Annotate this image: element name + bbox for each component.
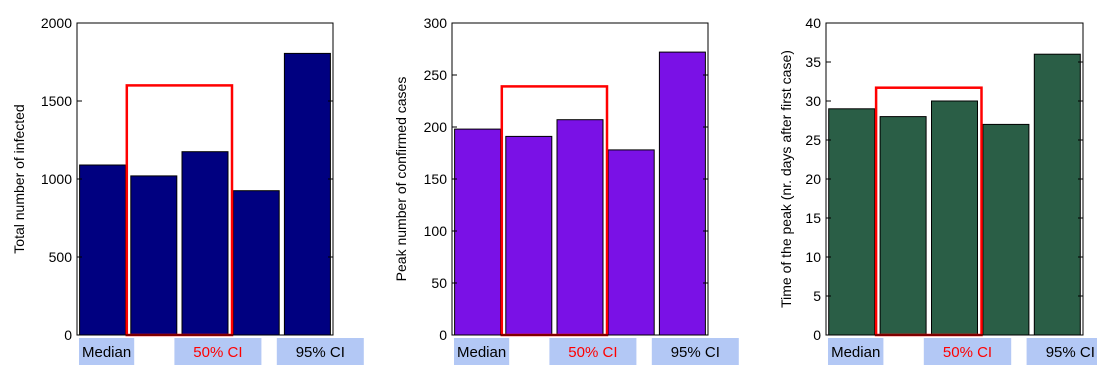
group-label-box [651,338,739,365]
bar [181,151,229,336]
y-tick-label: 15 [805,210,821,226]
y-tick-label: 30 [805,93,821,109]
group-label: Median [82,344,131,361]
group-label: 95% CI [671,344,720,361]
y-axis-label: Time of the peak (nr. days after first c… [778,50,794,308]
y-tick-label: 5 [813,288,821,304]
y-tick-label: 35 [805,54,821,70]
bar [828,108,876,336]
group-label: 95% CI [1046,344,1095,361]
y-tick-label: 0 [64,327,72,343]
y-tick-label: 0 [813,327,821,343]
y-tick-label: 1500 [41,93,72,109]
y-tick-label: 40 [805,15,821,31]
chart-panel-3: 0 5 10 15 20 25 30 35 40 Time of the peak (nr. da… [778,15,1097,365]
y-tick-label: 20 [805,171,821,187]
group-label: Median [457,344,506,361]
y-tick-label: 150 [424,171,448,187]
bar [283,52,331,336]
group-label-box [174,338,262,365]
bar [658,51,706,336]
y-tick-label: 2000 [41,15,72,31]
bar [607,149,655,336]
y-tick-label: 10 [805,249,821,265]
bar [505,135,553,336]
bar [1033,53,1081,336]
group-label-box [549,338,637,365]
y-tick-label: 500 [49,249,73,265]
y-tick-label: 1000 [41,171,72,187]
y-tick-label: 200 [424,119,448,135]
bar [79,164,127,336]
bar [931,100,978,336]
y-tick-label: 25 [805,132,821,148]
group-label: Median [831,344,880,361]
chart-panel-1: 0 500 1000 1500 2000 Total number of infected… [11,15,364,365]
group-label-box [828,338,884,365]
y-axis-label: Peak number of confirmed cases [393,77,409,282]
group-label-box [1026,338,1097,365]
group-label-box [923,338,1012,365]
chart-panel-2: 0 50 100 150 200 250 300 Peak number of confirm… [393,15,739,365]
y-tick-label: 250 [424,67,448,83]
y-axis-label: Total number of infected [11,104,27,253]
y-tick-label: 0 [439,327,447,343]
bar [556,119,604,336]
y-tick-label: 50 [431,275,447,291]
y-tick-label: 100 [424,223,448,239]
group-label: 50% CI [193,344,242,361]
bar [232,190,280,336]
group-label: 95% CI [296,344,345,361]
bar [879,116,927,336]
group-label-box [79,338,135,365]
bar [130,175,178,336]
group-label-box [276,338,364,365]
group-label: 50% CI [568,344,617,361]
y-tick-label: 300 [424,15,448,31]
bar [454,128,502,336]
group-label-box [454,338,510,365]
group-label: 50% CI [943,344,992,361]
bar [982,123,1030,336]
